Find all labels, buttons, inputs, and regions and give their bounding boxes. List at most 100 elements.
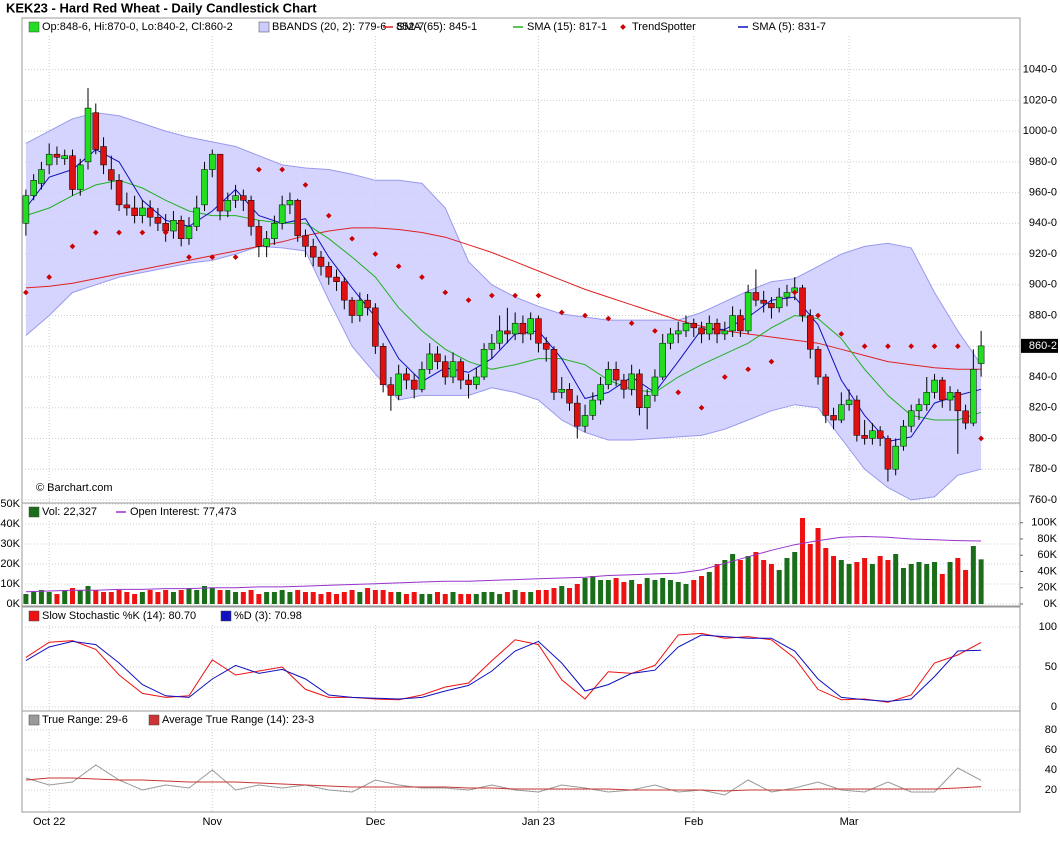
volume-bar bbox=[838, 560, 844, 604]
trend-marker bbox=[535, 292, 542, 299]
volume-bar bbox=[574, 584, 580, 604]
candle-body bbox=[869, 430, 876, 439]
y-tick-label: 920-0 bbox=[1029, 248, 1057, 260]
candle-body bbox=[53, 153, 61, 158]
volume-bar bbox=[753, 552, 759, 604]
volume-bar bbox=[504, 592, 510, 604]
volume-bar bbox=[101, 592, 107, 604]
candle-body bbox=[317, 256, 325, 267]
candle-body bbox=[558, 389, 565, 393]
candle-body bbox=[309, 246, 317, 258]
y-tick-label: 0K bbox=[1044, 598, 1058, 610]
y-tick-label: 1020-0 bbox=[1023, 94, 1057, 106]
volume-bar bbox=[613, 578, 619, 604]
trend-marker bbox=[885, 343, 891, 350]
indicator-line bbox=[25, 227, 982, 370]
trend-marker bbox=[628, 320, 635, 327]
candle-body bbox=[504, 330, 511, 335]
candle-body bbox=[379, 346, 387, 385]
legend-label: SMA (65): 845-1 bbox=[397, 21, 477, 33]
candle-body bbox=[387, 384, 395, 396]
candle-body bbox=[519, 322, 527, 335]
indicator-line bbox=[25, 764, 982, 796]
y-tick-label: 20K bbox=[1037, 582, 1057, 594]
volume-bar bbox=[116, 590, 122, 604]
volume-bar bbox=[442, 594, 448, 604]
y-tick-label-left: 40K bbox=[0, 518, 20, 530]
volume-bar bbox=[535, 590, 541, 604]
trend-marker bbox=[861, 343, 868, 350]
open-interest-line bbox=[25, 535, 982, 593]
y-tick-label-left: 20K bbox=[0, 558, 20, 570]
volume-bar bbox=[582, 578, 588, 604]
trend-marker bbox=[232, 254, 239, 260]
candle-body bbox=[84, 107, 92, 163]
volume-bar bbox=[388, 592, 394, 604]
candle-body bbox=[193, 207, 200, 227]
volume-bar bbox=[916, 562, 922, 604]
volume-bar bbox=[605, 580, 611, 604]
candle-body bbox=[737, 315, 744, 332]
volume-bar bbox=[978, 559, 984, 604]
volume-bar bbox=[295, 590, 301, 604]
y-tick-label: 840-0 bbox=[1029, 371, 1057, 383]
candle-body bbox=[581, 415, 589, 427]
volume-bar bbox=[466, 594, 472, 604]
volume-bar bbox=[691, 580, 697, 604]
candle-body bbox=[22, 195, 30, 224]
candle-body bbox=[30, 180, 37, 196]
volume-bar bbox=[225, 590, 231, 604]
candle-body bbox=[185, 226, 193, 239]
volume-bar bbox=[31, 592, 37, 604]
y-tick-label: 940-0 bbox=[1029, 217, 1057, 229]
y-tick-label: 800-0 bbox=[1029, 432, 1057, 444]
candle-body bbox=[325, 266, 333, 278]
legend-label: Open Interest: 77,473 bbox=[130, 506, 236, 518]
volume-bar bbox=[528, 592, 534, 604]
volume-bar bbox=[287, 592, 293, 604]
volume-bar bbox=[155, 592, 161, 604]
y-tick-label: 80 bbox=[1045, 724, 1057, 736]
candle-body bbox=[830, 415, 837, 421]
trend-marker bbox=[722, 374, 728, 380]
candle-body bbox=[465, 379, 472, 385]
last-price-flag bbox=[1021, 338, 1058, 353]
volume-bar bbox=[403, 594, 409, 604]
trend-marker bbox=[325, 212, 332, 219]
candle-body bbox=[597, 384, 604, 401]
candle-body bbox=[620, 379, 628, 390]
volume-bar bbox=[955, 558, 961, 604]
y-tick-label: 760-0 bbox=[1029, 494, 1057, 506]
candle-body bbox=[535, 318, 542, 344]
y-tick-label: 960-0 bbox=[1029, 186, 1057, 198]
volume-bar bbox=[792, 552, 798, 604]
legend-swatch bbox=[28, 21, 40, 33]
y-tick-label: 60 bbox=[1045, 744, 1057, 756]
candle-body bbox=[706, 322, 713, 335]
trend-marker bbox=[768, 358, 775, 365]
legend-label: SMA (5): 831-7 bbox=[752, 21, 826, 33]
volume-bar bbox=[900, 568, 906, 604]
volume-bar bbox=[310, 592, 316, 604]
candle-body bbox=[108, 169, 115, 181]
volume-bar bbox=[714, 564, 720, 604]
y-tick-label-left: 10K bbox=[0, 578, 20, 590]
candle-body bbox=[92, 112, 100, 150]
volume-bar bbox=[590, 576, 596, 604]
candle-body bbox=[348, 299, 356, 316]
trend-marker bbox=[69, 243, 76, 250]
volume-bar bbox=[885, 560, 891, 604]
candle-body bbox=[426, 353, 433, 370]
candle-body bbox=[954, 392, 962, 412]
legend-label: Op:848-6, Hi:870-0, Lo:840-2, Cl:860-2 bbox=[42, 21, 233, 33]
indicator-line bbox=[25, 632, 982, 703]
candle-body bbox=[302, 235, 309, 247]
candle-body bbox=[38, 169, 45, 184]
volume-bar bbox=[706, 572, 712, 604]
volume-bar bbox=[932, 562, 938, 604]
volume-bar bbox=[877, 556, 883, 604]
candle-body bbox=[247, 200, 255, 227]
candle-body bbox=[636, 373, 643, 408]
volume-bar bbox=[264, 592, 270, 604]
candle-body bbox=[403, 373, 410, 381]
